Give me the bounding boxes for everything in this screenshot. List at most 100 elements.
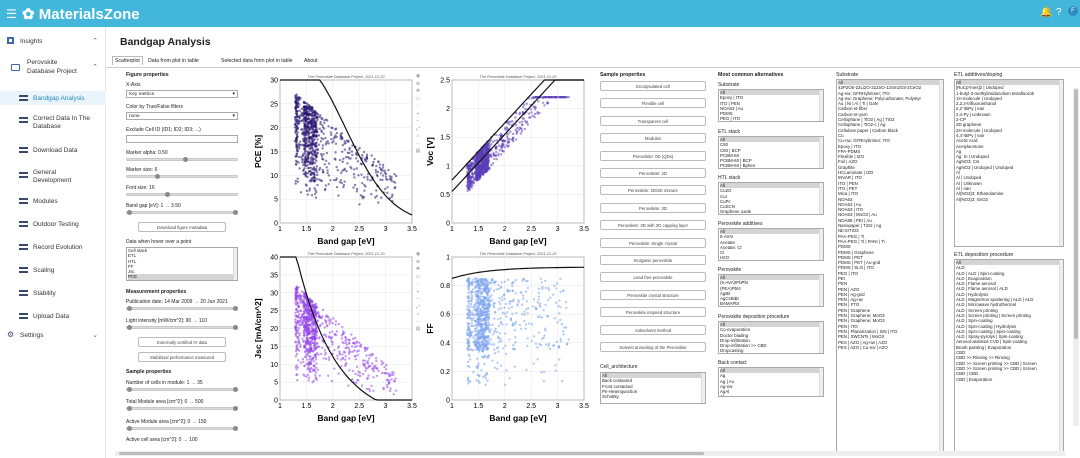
- data-point[interactable]: [301, 154, 304, 157]
- etl-deposition-list[interactable]: All ALD ALD | ALD | Spin-coating ALD | Evap…: [954, 259, 1064, 453]
- data-point[interactable]: [491, 359, 494, 362]
- data-point[interactable]: [477, 317, 481, 321]
- data-point[interactable]: [322, 158, 325, 161]
- data-point[interactable]: [320, 130, 323, 134]
- list-item[interactable]: PEN | SWCNTs | MoO3: [838, 334, 884, 340]
- data-point[interactable]: [532, 335, 536, 338]
- data-point[interactable]: [469, 176, 473, 180]
- data-point[interactable]: [339, 178, 343, 182]
- data-point[interactable]: [366, 362, 370, 365]
- data-point[interactable]: [362, 150, 366, 154]
- data-point[interactable]: [499, 307, 503, 310]
- data-point[interactable]: [526, 337, 529, 340]
- data-point[interactable]: [313, 157, 317, 161]
- data-point[interactable]: [323, 349, 326, 352]
- data-point[interactable]: [299, 344, 302, 347]
- data-point[interactable]: [385, 368, 388, 371]
- data-point[interactable]: [381, 166, 385, 169]
- data-point[interactable]: [313, 137, 316, 141]
- data-point[interactable]: [355, 340, 359, 343]
- data-point[interactable]: [470, 298, 474, 301]
- list-item[interactable]: ALD | Hydrolysis: [956, 291, 989, 297]
- data-point[interactable]: [493, 352, 497, 355]
- data-point[interactable]: [335, 330, 339, 333]
- data-point[interactable]: [480, 299, 483, 302]
- data-point[interactable]: [502, 347, 505, 350]
- data-point[interactable]: [361, 372, 365, 376]
- data-point[interactable]: [345, 343, 349, 346]
- data-point[interactable]: [495, 139, 499, 142]
- data-point[interactable]: [308, 139, 311, 142]
- slider-knob[interactable]: [233, 210, 238, 215]
- data-point[interactable]: [358, 203, 361, 206]
- data-point[interactable]: [314, 128, 317, 131]
- data-point[interactable]: [315, 134, 318, 137]
- data-point[interactable]: [358, 341, 361, 344]
- data-point[interactable]: [479, 284, 482, 288]
- data-point[interactable]: [300, 119, 303, 123]
- substrate-list[interactable]: All 42P2O5-22Li2O-22ZnO-12Sm2O3-2CeO2 Ag-n…: [836, 79, 944, 453]
- data-point[interactable]: [478, 177, 481, 180]
- data-point[interactable]: [476, 367, 479, 370]
- data-point[interactable]: [489, 328, 493, 331]
- data-point[interactable]: [532, 362, 535, 365]
- data-point[interactable]: [478, 303, 482, 306]
- data-point[interactable]: [302, 340, 305, 344]
- list-item[interactable]: AgNO3; CsI: [956, 159, 980, 165]
- data-point[interactable]: [344, 341, 348, 344]
- data-point[interactable]: [547, 298, 550, 302]
- data-point[interactable]: [389, 387, 392, 390]
- list-item[interactable]: All: [838, 80, 943, 86]
- list-item[interactable]: Pn-Heterojunction: [602, 388, 638, 394]
- data-point[interactable]: [386, 383, 389, 387]
- list-item[interactable]: Ag-nw: [720, 383, 733, 389]
- data-point[interactable]: [525, 299, 529, 303]
- data-point[interactable]: [486, 356, 490, 359]
- data-point[interactable]: [475, 281, 478, 284]
- data-point[interactable]: [311, 153, 314, 156]
- data-point[interactable]: [484, 157, 487, 161]
- data-point[interactable]: [564, 326, 568, 329]
- data-point[interactable]: [303, 117, 307, 120]
- lasso-icon[interactable]: ◌: [416, 103, 420, 109]
- data-point[interactable]: [495, 157, 498, 161]
- data-point[interactable]: [295, 285, 299, 288]
- data-point[interactable]: [304, 101, 308, 105]
- zoom-icon[interactable]: ⊕: [415, 258, 421, 265]
- list-item[interactable]: PEN | Planarization | SiN | ITO: [838, 328, 898, 334]
- data-point[interactable]: [467, 376, 470, 380]
- data-point[interactable]: [304, 131, 308, 135]
- data-point[interactable]: [475, 317, 479, 321]
- data-point[interactable]: [504, 332, 507, 335]
- data-point[interactable]: [310, 194, 314, 197]
- data-point[interactable]: [325, 166, 328, 169]
- data-point[interactable]: [473, 291, 477, 294]
- data-point[interactable]: [477, 379, 480, 383]
- data-point[interactable]: [492, 152, 495, 155]
- data-point[interactable]: [466, 295, 469, 299]
- data-point[interactable]: [508, 140, 511, 144]
- data-point[interactable]: [554, 95, 557, 99]
- sample-filter-button[interactable]: Perovskite: 0D (QDs): [600, 150, 706, 161]
- data-point[interactable]: [466, 321, 469, 325]
- data-point[interactable]: [466, 360, 470, 364]
- data-point[interactable]: [526, 344, 529, 348]
- sample-filter-button[interactable]: Perovskite crystal structure: [600, 289, 706, 300]
- sample-filter-button[interactable]: Antisolvent method: [600, 324, 706, 335]
- data-point[interactable]: [470, 186, 473, 189]
- data-point[interactable]: [498, 332, 502, 335]
- data-point[interactable]: [524, 279, 528, 283]
- data-point[interactable]: [473, 313, 476, 317]
- slider-knob[interactable]: [127, 210, 132, 215]
- slider-knob[interactable]: [233, 426, 238, 431]
- data-point[interactable]: [341, 353, 344, 356]
- data-point[interactable]: [314, 348, 317, 351]
- data-point[interactable]: [544, 286, 547, 290]
- data-point[interactable]: [312, 171, 315, 175]
- scrollbar[interactable]: [1059, 260, 1063, 452]
- data-point[interactable]: [392, 393, 395, 396]
- list-item[interactable]: All: [720, 183, 823, 189]
- list-item[interactable]: Carbon-nt-fiber: [838, 106, 868, 112]
- autoscale-icon[interactable]: ⤢: [415, 125, 420, 132]
